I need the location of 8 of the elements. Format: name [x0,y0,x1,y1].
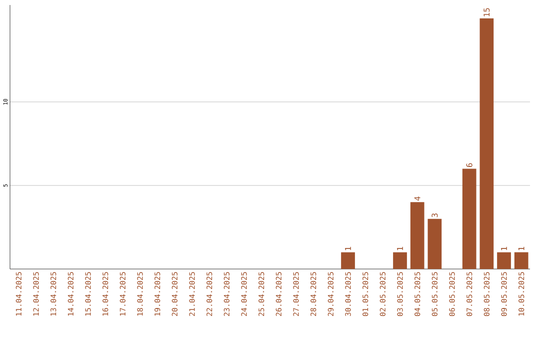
bar [428,218,442,269]
bar [497,252,511,269]
bar [462,168,476,269]
bar [514,252,528,269]
bar [480,18,494,269]
bar [341,252,355,269]
bar [410,202,424,269]
bar [393,252,407,269]
